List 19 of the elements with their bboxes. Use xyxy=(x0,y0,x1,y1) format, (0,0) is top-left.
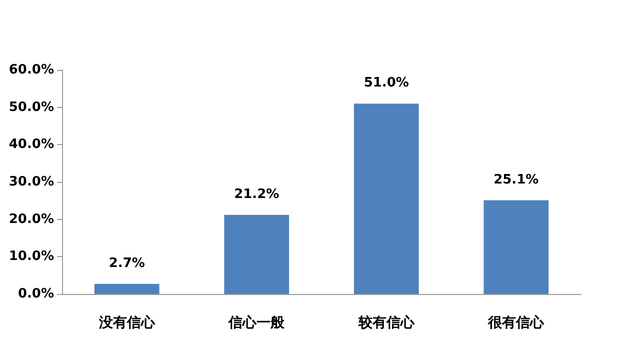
bar xyxy=(224,214,290,294)
y-tick-label: 30.0% xyxy=(8,174,54,190)
bar xyxy=(484,200,549,294)
y-tick-label: 0.0% xyxy=(18,286,54,302)
x-tick-label: 很有信心 xyxy=(487,314,546,331)
y-tick-label: 10.0% xyxy=(8,249,54,264)
y-tick-label: 60.0% xyxy=(8,62,54,78)
y-tick-label: 20.0% xyxy=(8,212,54,227)
data-label: 25.1% xyxy=(494,172,539,188)
x-tick-label: 较有信心 xyxy=(357,314,416,331)
y-tick-label: 50.0% xyxy=(8,100,54,115)
data-label: 21.2% xyxy=(234,186,280,202)
y-tick-label: 40.0% xyxy=(8,137,54,152)
bar xyxy=(94,284,160,294)
x-tick-label: 没有信心 xyxy=(98,314,156,331)
bar xyxy=(354,104,419,294)
x-tick-label: 信心一般 xyxy=(228,314,286,331)
data-label: 2.7% xyxy=(108,256,145,271)
data-label: 51.0% xyxy=(364,76,409,91)
